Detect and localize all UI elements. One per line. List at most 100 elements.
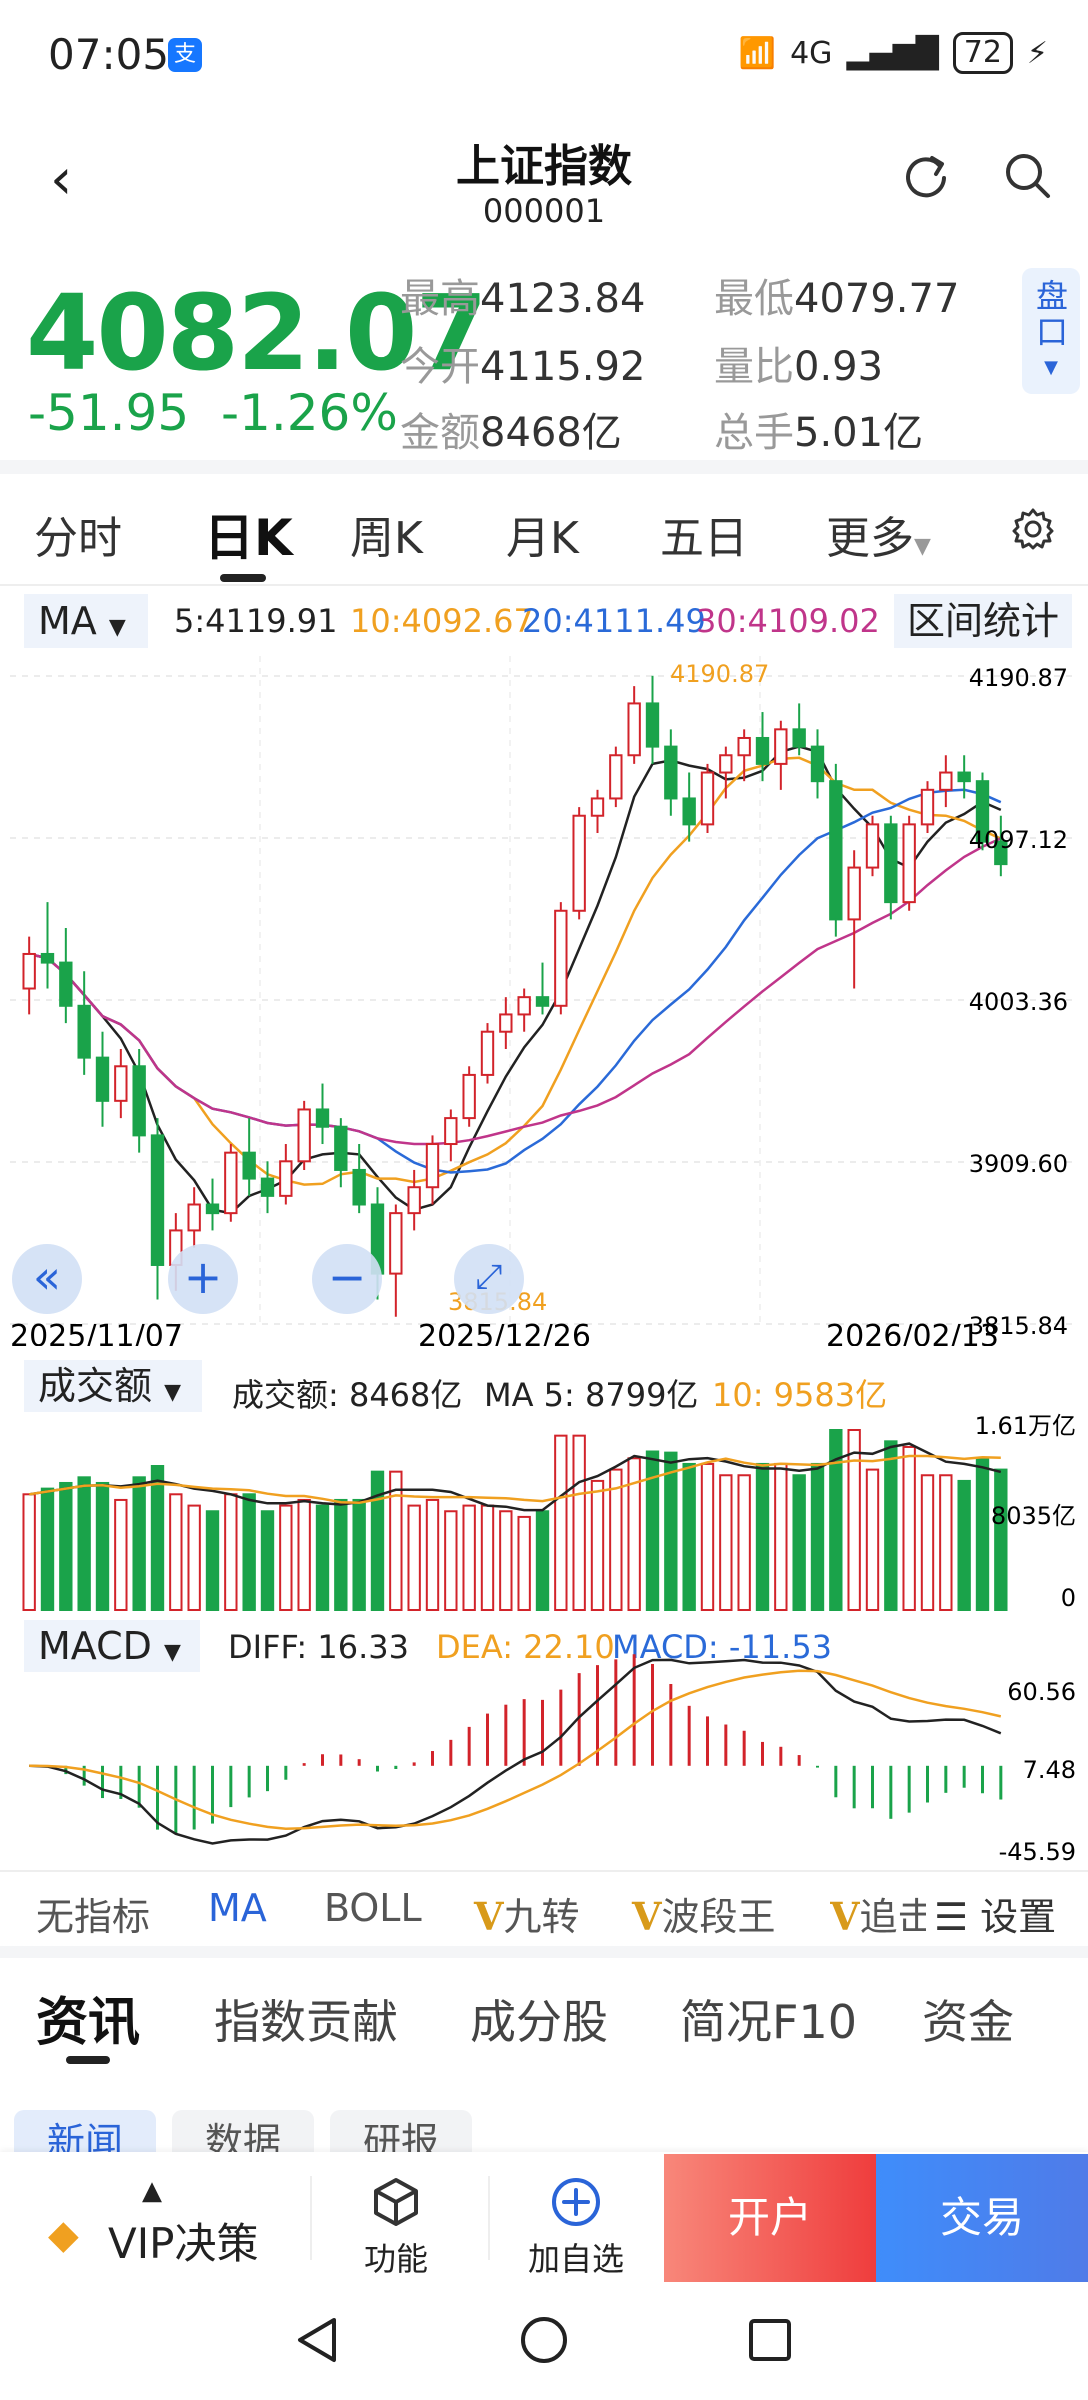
candle-body [700, 771, 715, 826]
volume-bar [700, 1462, 715, 1611]
macd-y-label: 7.48 [1023, 1756, 1076, 1784]
tab-constituents[interactable]: 成分股 [470, 1995, 608, 2049]
charging-icon: ⚡ [1026, 35, 1048, 71]
chart-divider [0, 1870, 1088, 1872]
volume-bar [205, 1510, 220, 1611]
tab-five-day[interactable]: 五日 [660, 513, 748, 564]
quote-hands: 总手5.01亿 [714, 410, 924, 456]
volume-bar [535, 1510, 550, 1611]
section-divider [0, 1946, 1088, 1958]
nav-back-icon[interactable] [290, 2312, 346, 2368]
candle-body [187, 1203, 201, 1232]
candle-body [627, 702, 641, 757]
battery-icon: 72 [952, 32, 1013, 74]
candle-body [572, 814, 586, 912]
volume-bar [682, 1462, 696, 1611]
ma-selector-label: MA [38, 599, 97, 643]
tab-funds[interactable]: 资金 [922, 1995, 1014, 2049]
v-badge-icon: V [632, 1894, 662, 1939]
volume-bar [847, 1429, 861, 1611]
volume-bar [315, 1504, 330, 1612]
nav-recents-icon[interactable] [742, 2312, 798, 2368]
nav-home-icon[interactable] [516, 2312, 572, 2368]
candle-body [334, 1125, 348, 1171]
volume-bars [22, 1429, 1008, 1612]
tab-daily-k[interactable]: 日K [204, 509, 293, 567]
candle-body [59, 961, 73, 1007]
scroll-left-button[interactable]: « [12, 1244, 82, 1314]
fullscreen-icon[interactable]: ⤢ [454, 1244, 524, 1314]
volume-bar [279, 1504, 293, 1612]
trade-button[interactable]: 交易 [876, 2154, 1088, 2282]
tab-intraday[interactable]: 分时 [34, 513, 122, 564]
candle-body [957, 771, 971, 783]
indicator-ma[interactable]: MA [208, 1886, 267, 1930]
range-stats-button[interactable]: 区间统计 [894, 594, 1072, 648]
high-mark-label: 4190.87 [670, 660, 769, 688]
volume-bar [114, 1498, 128, 1611]
chevron-up-icon[interactable]: ▲ [142, 2176, 162, 2206]
candle-body [645, 702, 660, 748]
date-label: 2025/12/26 [418, 1319, 591, 1346]
tabs-divider [0, 584, 1088, 586]
tab-underline [220, 574, 266, 582]
tab-news-info[interactable]: 资讯 [36, 1993, 141, 2053]
tab-monthly-k[interactable]: 月K [506, 513, 579, 564]
candle-body [389, 1212, 403, 1275]
candle-body [590, 797, 605, 817]
candle-body [902, 823, 916, 904]
quote-open: 今开4115.92 [400, 344, 646, 390]
candle-body [40, 952, 55, 964]
candle-body [774, 728, 788, 765]
volume-bar [260, 1510, 275, 1611]
candle-body [554, 909, 568, 1007]
indicator-settings[interactable]: ☰ 设置 [934, 1895, 1057, 1939]
indicator-zhui[interactable]: V追击 [830, 1894, 926, 1939]
add-watchlist-button[interactable]: 加自选 [527, 2240, 624, 2278]
volume-ma5-line [29, 1442, 1002, 1512]
candle-body [517, 996, 531, 1016]
volume-ma5: MA 5: 8799亿 [484, 1376, 699, 1414]
refresh-icon[interactable] [898, 148, 954, 204]
indicator-boduan[interactable]: V波段王 [632, 1894, 776, 1939]
wifi-icon: 📶 [738, 35, 777, 71]
ma-selector[interactable]: MA ▼ [24, 594, 148, 648]
volume-bar [242, 1493, 256, 1611]
bar-divider [310, 2176, 312, 2260]
tab-f10[interactable]: 简况F10 [680, 1995, 857, 2049]
indicator-jiuzhuan[interactable]: V九转 [474, 1894, 580, 1939]
back-icon[interactable]: ‹ [50, 147, 73, 212]
candle-body [22, 952, 36, 990]
pankou-button[interactable]: 盘口 ▼ [1022, 268, 1080, 394]
search-icon[interactable] [1000, 148, 1056, 204]
volume-bar [77, 1476, 91, 1611]
macd-selector[interactable]: MACD ▼ [24, 1620, 200, 1672]
volume-bar [737, 1474, 751, 1611]
candle-body [279, 1160, 293, 1197]
kline-y-label: 3815.84 [969, 1312, 1068, 1340]
function-button[interactable]: 功能 [363, 2240, 428, 2278]
zoom-in-button[interactable]: + [168, 1244, 238, 1314]
zoom-out-button[interactable]: − [312, 1244, 382, 1314]
stock-code: 000001 [482, 192, 606, 230]
tab-more[interactable]: 更多▼ [826, 502, 931, 566]
tab-index-contribution[interactable]: 指数贡献 [214, 1995, 398, 2049]
volume-amount: 成交额: 8468亿 [232, 1376, 463, 1414]
volume-selector[interactable]: 成交额 ▼ [24, 1360, 202, 1412]
kline-chart[interactable]: 4190.87 4097.12 4003.36 3909.60 3815.84 … [10, 656, 1078, 1346]
change-percent: -1.26% [220, 384, 398, 442]
volume-bar [95, 1481, 110, 1611]
volume-bar [664, 1451, 678, 1611]
v-badge-icon: V [830, 1894, 860, 1939]
indicator-boll[interactable]: BOLL [324, 1886, 422, 1930]
volume-bar [462, 1504, 476, 1612]
settings-icon: ☰ [934, 1895, 969, 1939]
tab-weekly-k[interactable]: 周K [350, 513, 423, 564]
vip-decision-button[interactable]: VIP决策 [108, 2219, 259, 2268]
kline-grid [10, 656, 1078, 1325]
page-title: 上证指数 [456, 141, 632, 192]
volume-bar [444, 1510, 458, 1611]
open-account-button[interactable]: 开户 [664, 2154, 876, 2282]
gear-icon[interactable] [1010, 506, 1056, 552]
indicator-none[interactable]: 无指标 [36, 1895, 151, 1939]
